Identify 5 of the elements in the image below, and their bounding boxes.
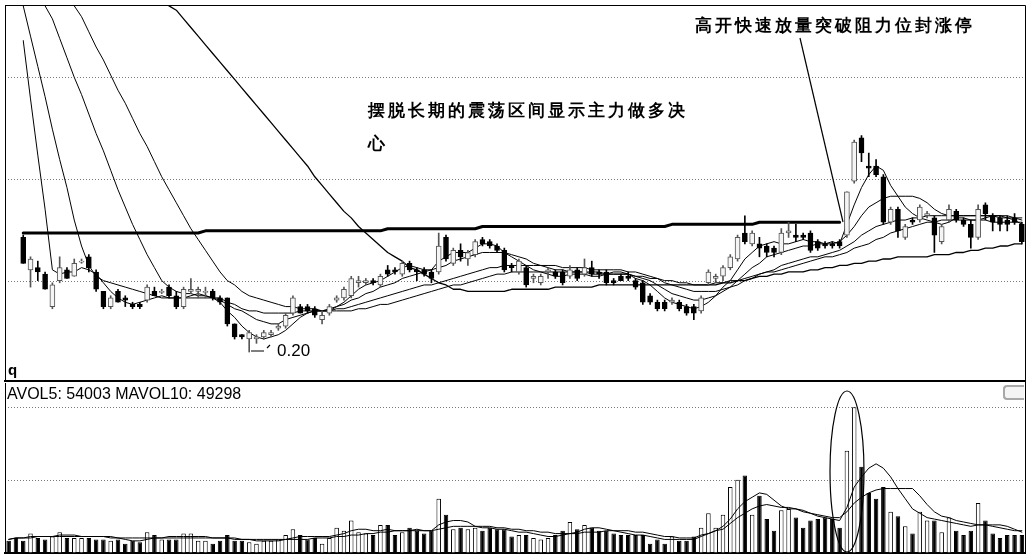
text: 高开快速放量突破阻力位封涨停 [695,15,975,36]
annotation: 0.20 [277,340,311,360]
chart-title: AVOL5: 54003 MAVOL10: 49298 [7,385,242,403]
annotation: 摆脱长期的震荡区间显示主力做多决心 [367,100,688,154]
text: q [8,361,18,379]
